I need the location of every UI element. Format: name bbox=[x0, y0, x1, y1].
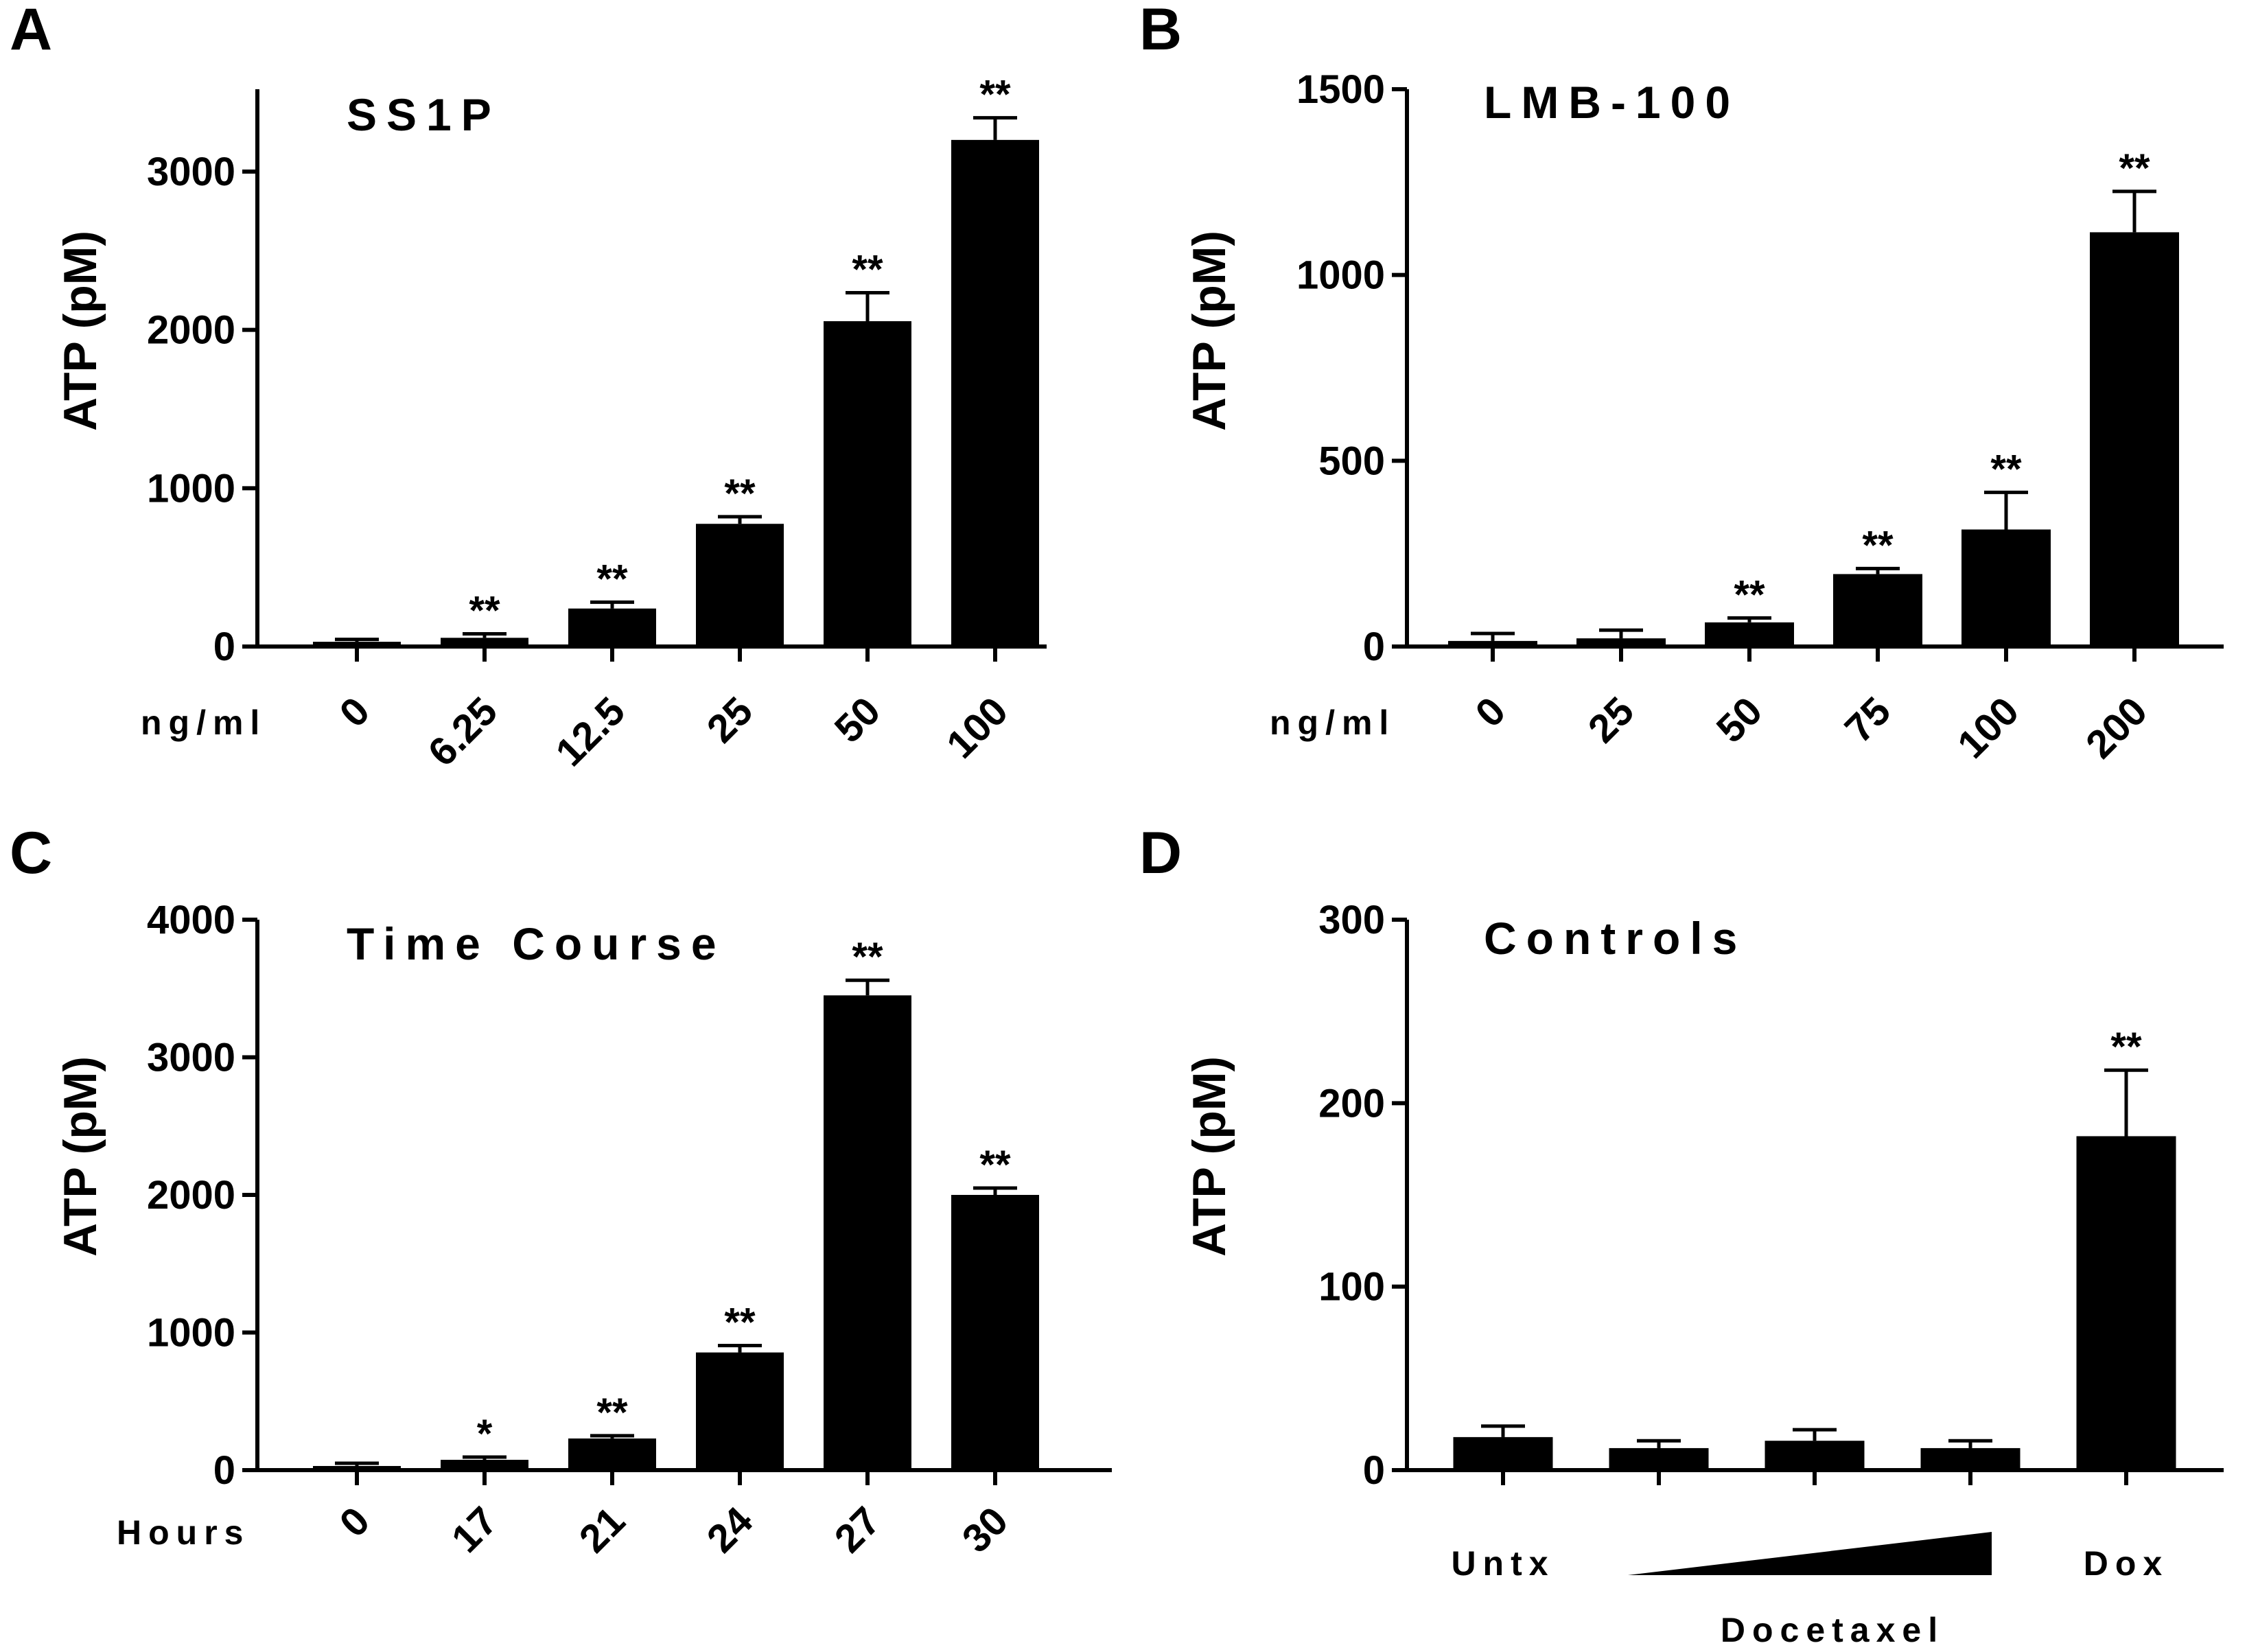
bar-b-4 bbox=[1961, 529, 2051, 647]
y-tick-label-b-1: 500 bbox=[1318, 439, 1385, 483]
x-axis-label-c: Hours bbox=[117, 1513, 250, 1552]
y-tick-label-d-2: 200 bbox=[1318, 1081, 1385, 1126]
bar-b-3 bbox=[1833, 574, 1922, 647]
bar-a-4 bbox=[824, 321, 911, 647]
bar-b-0 bbox=[1448, 640, 1537, 647]
significance-a-3: ** bbox=[724, 472, 756, 516]
x-tick-label-b-0: 0 bbox=[1467, 688, 1514, 736]
bar-a-2 bbox=[568, 608, 656, 647]
x-tick-label-b-2: 50 bbox=[1708, 688, 1771, 752]
y-tick-label-b-3: 1500 bbox=[1296, 67, 1385, 112]
significance-b-3: ** bbox=[1862, 523, 1894, 568]
y-tick-label-c-3: 3000 bbox=[147, 1036, 235, 1080]
bar-c-0 bbox=[313, 1465, 401, 1470]
y-tick-label-a-2: 2000 bbox=[147, 308, 235, 353]
panel-label-c: C bbox=[10, 820, 52, 886]
x-tick-label-a-3: 25 bbox=[699, 688, 762, 752]
bar-d-0 bbox=[1453, 1436, 1553, 1470]
y-tick-label-a-1: 1000 bbox=[147, 466, 235, 511]
x-tick-label-d-0: Untx bbox=[1451, 1544, 1555, 1583]
panel-c: C Time Course ATP (pM) Hours 0 1000 2000 30… bbox=[10, 820, 1112, 1561]
x-tick-label-c-3: 24 bbox=[699, 1498, 762, 1561]
y-tick-label-a-0: 0 bbox=[213, 625, 235, 669]
y-tick-label-d-0: 0 bbox=[1363, 1448, 1385, 1493]
bar-d-1 bbox=[1609, 1447, 1709, 1470]
significance-a-5: ** bbox=[979, 73, 1011, 117]
x-tick-label-a-4: 50 bbox=[826, 688, 889, 752]
docetaxel-gradient-wedge bbox=[1628, 1532, 1992, 1575]
x-axis-label-b: ng/ml bbox=[1270, 703, 1395, 742]
bar-c-2 bbox=[568, 1438, 656, 1470]
bar-d-2 bbox=[1765, 1441, 1865, 1470]
bar-a-0 bbox=[313, 642, 401, 647]
group-label-docetaxel: Docetaxel bbox=[1721, 1611, 1944, 1649]
x-tick-label-b-1: 25 bbox=[1580, 688, 1643, 752]
significance-a-1: ** bbox=[469, 589, 500, 633]
y-tick-label-c-0: 0 bbox=[213, 1448, 235, 1493]
chart-title-d: Controls bbox=[1484, 913, 1747, 964]
x-tick-label-b-5: 200 bbox=[2077, 688, 2156, 767]
y-axis-label-d: ATP (pM) bbox=[1183, 1056, 1235, 1257]
panel-label-a: A bbox=[10, 0, 52, 62]
bar-c-5 bbox=[951, 1195, 1039, 1470]
significance-c-2: ** bbox=[596, 1391, 628, 1435]
y-axis-label-a: ATP (pM) bbox=[54, 231, 106, 431]
significance-b-2: ** bbox=[1734, 572, 1765, 617]
significance-c-1: * bbox=[477, 1412, 493, 1456]
y-tick-label-a-3: 3000 bbox=[147, 150, 235, 194]
y-tick-label-b-2: 1000 bbox=[1296, 253, 1385, 298]
x-tick-label-a-1: 6.25 bbox=[419, 688, 506, 775]
bar-b-1 bbox=[1576, 638, 1666, 647]
significance-a-4: ** bbox=[852, 247, 883, 292]
panel-b: B LMB-100 ATP (pM) ng/ml 0 500 1000 1500 0 25… bbox=[1139, 0, 2224, 767]
bar-d-4 bbox=[2076, 1136, 2176, 1470]
bar-a-5 bbox=[951, 139, 1039, 647]
significance-a-2: ** bbox=[596, 557, 628, 601]
bar-a-3 bbox=[696, 524, 784, 647]
significance-b-4: ** bbox=[1990, 447, 2022, 491]
y-tick-label-b-0: 0 bbox=[1363, 625, 1385, 669]
x-tick-label-b-3: 75 bbox=[1837, 688, 1900, 752]
x-tick-label-c-2: 21 bbox=[571, 1498, 634, 1561]
panel-a: A SS1P ATP (pM) ng/ml 0 1000 2000 3000 0 ** 6.… bbox=[10, 0, 1047, 775]
y-axis-label-b: ATP (pM) bbox=[1183, 231, 1235, 431]
bar-d-3 bbox=[1920, 1447, 2021, 1470]
y-tick-label-d-1: 100 bbox=[1318, 1265, 1385, 1310]
x-tick-label-d-4: Dox bbox=[2084, 1544, 2169, 1583]
significance-b-5: ** bbox=[2119, 146, 2150, 191]
x-tick-label-a-2: 12.5 bbox=[547, 688, 633, 775]
x-tick-label-a-0: 0 bbox=[331, 688, 378, 736]
x-tick-label-c-1: 17 bbox=[443, 1498, 507, 1561]
significance-c-4: ** bbox=[852, 935, 883, 979]
x-tick-label-b-4: 100 bbox=[1949, 688, 2027, 767]
chart-title-b: LMB-100 bbox=[1484, 77, 1740, 128]
panel-label-d: D bbox=[1139, 820, 1182, 886]
x-tick-label-c-5: 30 bbox=[954, 1498, 1017, 1561]
significance-c-3: ** bbox=[724, 1301, 756, 1345]
significance-d-4: ** bbox=[2110, 1025, 2142, 1069]
bar-b-5 bbox=[2090, 232, 2179, 647]
y-tick-label-c-1: 1000 bbox=[147, 1311, 235, 1356]
y-tick-label-d-3: 300 bbox=[1318, 898, 1385, 942]
y-tick-label-c-4: 4000 bbox=[147, 898, 235, 942]
bar-c-1 bbox=[441, 1459, 528, 1470]
y-axis-label-c: ATP (pM) bbox=[54, 1056, 106, 1257]
bar-c-3 bbox=[696, 1352, 784, 1470]
x-tick-label-c-0: 0 bbox=[331, 1498, 378, 1546]
chart-title-c: Time Course bbox=[347, 918, 726, 969]
bar-c-4 bbox=[824, 995, 911, 1470]
x-tick-label-c-4: 27 bbox=[826, 1498, 889, 1561]
panel-d: D Controls ATP (pM) Docetaxel 0 100 200 300… bbox=[1139, 820, 2224, 1649]
significance-c-5: ** bbox=[979, 1143, 1011, 1187]
chart-title-a: SS1P bbox=[347, 89, 501, 140]
x-tick-label-a-5: 100 bbox=[938, 688, 1016, 767]
bar-b-2 bbox=[1705, 622, 1794, 647]
x-axis-label-a: ng/ml bbox=[141, 703, 266, 742]
bar-a-1 bbox=[441, 638, 528, 647]
panel-label-b: B bbox=[1139, 0, 1182, 62]
y-tick-label-c-2: 2000 bbox=[147, 1173, 235, 1218]
